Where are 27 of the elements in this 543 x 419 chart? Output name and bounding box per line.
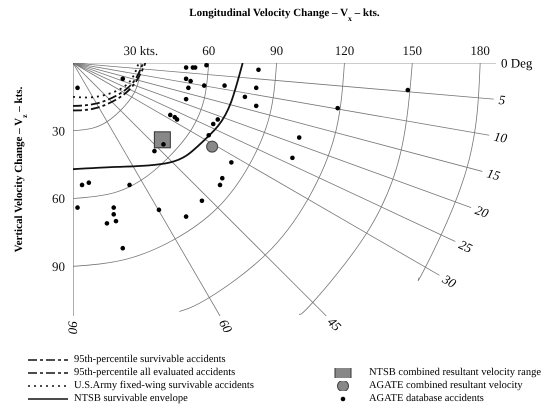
legend-label: AGATE database accidents	[368, 392, 485, 405]
annotation: 0 Deg	[501, 56, 533, 70]
x-tick-label: 150	[402, 43, 422, 58]
y-tick-label: 60	[52, 191, 65, 206]
x-axis-title: Longitudinal Velocity Change – V$_{x}$ – kts.	[189, 7, 380, 22]
legend-label: 95th-percentile survivable accidents	[73, 353, 227, 366]
x-tick-label: 60	[202, 43, 216, 58]
x-tick-label: 180	[470, 43, 490, 58]
x-tick-label: 120	[334, 43, 354, 58]
legend-label: U.S.Army fixed-wing survivable accidents	[73, 379, 254, 392]
annotation: 30	[439, 270, 460, 292]
annotation: 45	[324, 314, 345, 334]
annotation: 90	[66, 321, 80, 334]
legend-label: AGATE combined resultant velocity	[368, 379, 524, 392]
annotation: 60	[216, 316, 236, 336]
legend-label: NTSB survivable envelope	[73, 392, 189, 405]
annotation: 10	[492, 128, 509, 146]
y-tick-label: 30	[52, 123, 65, 138]
annotation: 25	[456, 236, 476, 256]
y-tick-label: 90	[52, 258, 65, 274]
annotation: 20	[473, 202, 492, 221]
x-tick-label: 30 kts.	[124, 43, 158, 58]
legend-label: NTSB combined resultant velocity range	[368, 366, 541, 379]
legend-label: 95th-percentile all evaluated accidents	[73, 366, 236, 379]
x-tick-label: 90	[270, 43, 284, 58]
annotation: 15	[485, 165, 502, 184]
annotation: 5	[498, 92, 506, 108]
